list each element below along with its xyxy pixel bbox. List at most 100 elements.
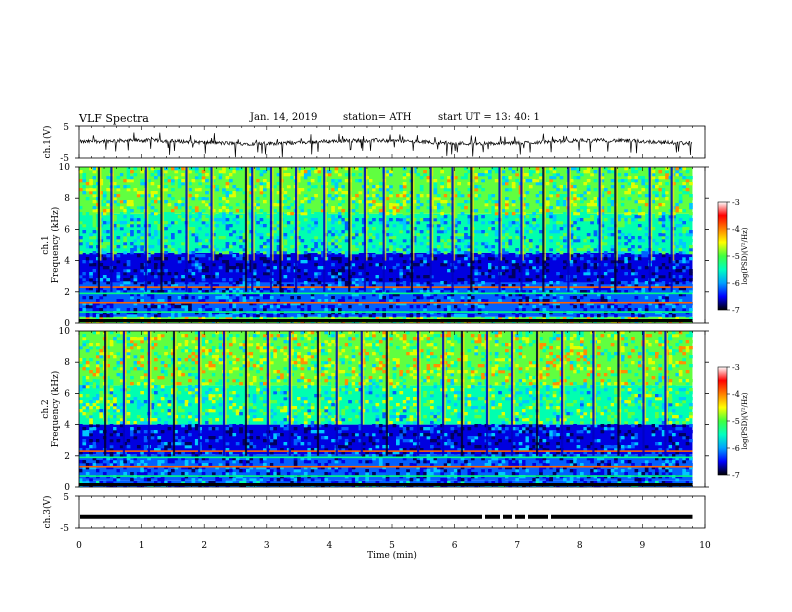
ch1-spectrogram-cell	[563, 188, 567, 192]
ch1-spectrogram-cell	[327, 314, 332, 318]
ch1-spectrogram-cell	[689, 233, 693, 237]
ch1-spectrogram-cell	[355, 251, 359, 255]
ch1-spectrogram-cell	[474, 188, 479, 192]
ch1-spectrogram-cell	[440, 173, 444, 177]
ch1-spectrogram-cell	[205, 203, 209, 207]
ch1-spectrogram-cell	[331, 257, 335, 261]
ch1-spectrogram-cell	[174, 314, 179, 318]
ch1-spectrogram-cell	[331, 239, 335, 243]
ch2-spectrogram-cell	[154, 367, 158, 371]
ch1-spectrogram-cell	[361, 221, 366, 225]
ch1-spectrogram-cell	[303, 212, 308, 216]
ch1-spectrogram-cell	[263, 251, 267, 255]
ch2-spectrogram-cell	[160, 448, 165, 452]
ch1-spectrogram-cell	[539, 293, 543, 297]
ch1-spectrogram-cell	[586, 245, 591, 249]
ch1-spectrogram-cell	[569, 278, 574, 282]
ch1-spectrogram-cell	[641, 275, 646, 279]
ch1-spectrogram-cell	[600, 176, 605, 180]
ch2-spectrogram-cell	[96, 451, 100, 455]
ch1-spectrogram-cell	[583, 206, 588, 210]
ch1-spectrogram-cell	[259, 179, 264, 183]
ch1-spectrogram-cell	[634, 272, 639, 276]
ch1-spectrogram-cell	[600, 305, 605, 309]
ch1-spectrogram-cell	[235, 236, 240, 240]
ch1-spectrogram-cell	[181, 239, 185, 243]
ch2-spectrogram-cell	[82, 481, 87, 485]
ch1-spectrogram-cell	[273, 275, 277, 279]
ch1-spectrogram-cell	[470, 260, 475, 264]
ch1-spectrogram-cell	[464, 245, 468, 249]
ch1-spectrogram-cell	[440, 221, 444, 225]
ch1-spectrogram-cell	[119, 287, 124, 291]
ch1-spectrogram-cell	[665, 173, 669, 177]
ch1-spectrogram-cell	[150, 245, 155, 249]
ch1-spectrogram-cell	[392, 212, 397, 216]
ch2-spectrogram-cell	[130, 433, 134, 437]
ch2-spectrogram-cell	[133, 385, 138, 389]
ch1-spectrogram-cell	[358, 314, 363, 318]
ch1-spectrogram-cell	[447, 179, 451, 183]
ch1-spectrogram-cell	[334, 272, 339, 276]
ch1-spectrogram-cell	[263, 269, 267, 273]
ch2-spectrogram-cell	[102, 457, 107, 461]
ch1-spectrogram-cell	[147, 194, 151, 198]
ch1-spectrogram-cell	[467, 248, 472, 252]
ch1-spectrogram-cell	[406, 221, 410, 225]
ch1-spectrogram-cell	[453, 257, 458, 261]
ch1-spectrogram-cell	[389, 236, 393, 240]
ch2-spectrogram-cell	[126, 367, 131, 371]
ch1-spectrogram-cell	[545, 182, 550, 186]
ch1-spectrogram-cell	[396, 248, 400, 252]
ch1-spectrogram-cell	[436, 239, 441, 243]
ch2-spectrogram-cell	[143, 331, 148, 335]
ch1-spectrogram-cell	[467, 242, 472, 246]
ch1-spectrogram-cell	[222, 221, 226, 225]
ch1-spectrogram-cell	[416, 236, 421, 240]
ch1-spectrogram-cell	[341, 251, 346, 255]
ch1-spectrogram-cell	[433, 293, 438, 297]
ch1-spectrogram-cell	[508, 317, 513, 321]
ch1-spectrogram-cell	[637, 236, 642, 240]
ch1-spectrogram-cell	[419, 272, 424, 276]
ch1-spectrogram-cell	[310, 221, 315, 225]
ch1-spectrogram-cell	[188, 215, 192, 219]
ch1-spectrogram-cell	[675, 287, 680, 291]
ch1-spectrogram-cell	[321, 179, 325, 183]
ch1-spectrogram-cell	[232, 302, 237, 306]
ch2-spectrogram-cell	[116, 406, 121, 410]
ch1-spectrogram-cell	[154, 275, 158, 279]
ch1-spectrogram-cell	[208, 203, 213, 207]
ch1-spectrogram-cell	[266, 167, 271, 171]
ch1-spectrogram-cell	[344, 296, 349, 300]
ch2-spectrogram-cell	[136, 409, 141, 413]
ch1-spectrogram-cell	[314, 263, 318, 267]
ch1-spectrogram-cell	[372, 317, 376, 321]
ch1-spectrogram-cell	[314, 278, 318, 282]
ch1-spectrogram-cell	[508, 284, 513, 288]
ch1-spectrogram-cell	[263, 272, 267, 276]
ch1-spectrogram-cell	[545, 230, 550, 234]
ch1-spectrogram-cell	[351, 281, 356, 285]
ch1-spectrogram-cell	[593, 299, 598, 303]
ch1-spectrogram-cell	[419, 176, 424, 180]
ch1-spectrogram-cell	[232, 284, 237, 288]
ch1-spectrogram-cell	[331, 221, 335, 225]
ch1-spectrogram-cell	[286, 314, 291, 318]
ch1-spectrogram-cell	[549, 194, 553, 198]
ch1-spectrogram-cell	[334, 188, 339, 192]
ch1-spectrogram-cell	[586, 209, 591, 213]
ch2-spectrogram-cell	[154, 466, 158, 470]
ch1-spectrogram-cell	[286, 176, 291, 180]
ch1-spectrogram-cell	[239, 314, 243, 318]
ch1-spectrogram-cell	[402, 200, 407, 204]
ch2-spectrogram-cell	[82, 349, 87, 353]
ch1-spectrogram-cell	[661, 224, 666, 228]
ch2-spectrogram-cell	[82, 478, 87, 482]
ch1-spectrogram-cell	[515, 257, 519, 261]
ch1-spectrogram-cell	[583, 212, 588, 216]
ch1-spectrogram-cell	[123, 302, 127, 306]
ch1-spectrogram-cell	[505, 215, 509, 219]
ch1-spectrogram-cell	[276, 224, 281, 228]
ch1-spectrogram-cell	[457, 266, 461, 270]
